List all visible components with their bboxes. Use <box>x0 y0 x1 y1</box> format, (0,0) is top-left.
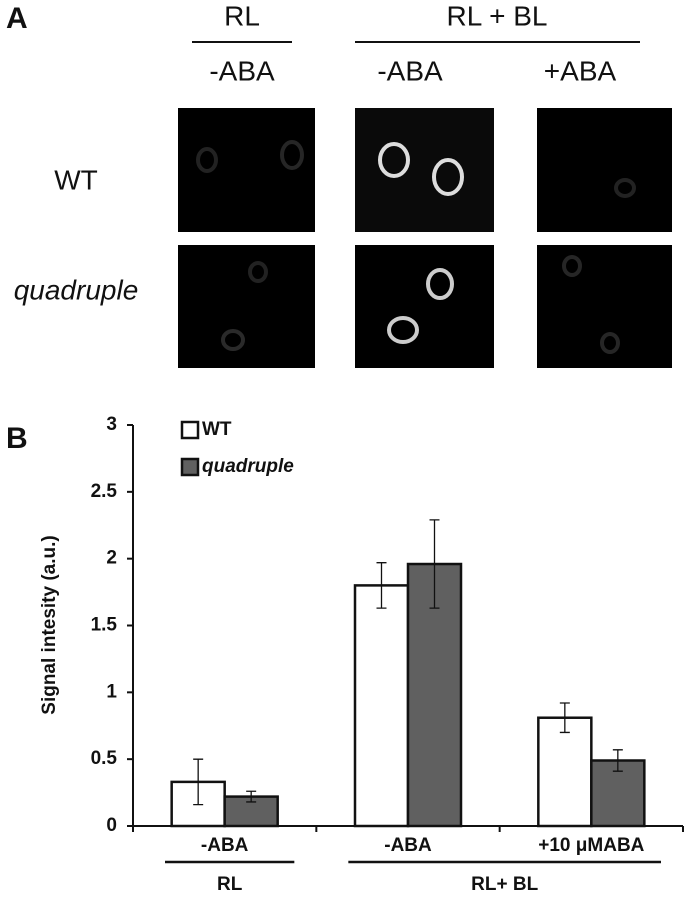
y-tick-label: 0.5 <box>91 748 118 769</box>
column-group: RL <box>224 0 260 31</box>
image <box>178 245 315 368</box>
stomata <box>196 140 636 354</box>
error-bar <box>612 749 623 772</box>
micrographs <box>178 108 672 368</box>
column-header: -ABA <box>209 55 275 86</box>
row-label: WT <box>54 164 98 195</box>
bar <box>353 584 410 828</box>
legend-label: quadruple <box>202 456 294 477</box>
panel-label: A <box>6 2 28 35</box>
bar-chart: 0 0.5 1 1.5 2 2.5 3 -ABA -ABA +10 μMABA RL RL+ BL WT… <box>91 414 684 895</box>
panel-label: B <box>6 422 28 455</box>
x-tick-label: -ABA <box>201 835 249 856</box>
error-bar <box>246 790 257 803</box>
row-label: quadruple <box>14 274 139 305</box>
y-tick-label: 2.5 <box>91 481 118 502</box>
column-group: RL + BL <box>447 0 548 31</box>
image <box>537 108 672 232</box>
x-tick-label: +10 μMABA <box>538 835 644 856</box>
column-header: +ABA <box>544 55 617 86</box>
error-bar <box>429 519 440 609</box>
y-tick-label: 1 <box>106 681 117 702</box>
y-tick-label: 1.5 <box>91 615 118 636</box>
legend-swatch <box>180 457 200 477</box>
legend-swatch <box>180 420 200 440</box>
bar <box>537 716 593 828</box>
image <box>355 108 494 232</box>
error-bar <box>193 758 204 806</box>
image <box>355 245 494 368</box>
image <box>178 108 315 232</box>
group-label: RL <box>217 874 243 895</box>
y-axis-label: Signal intesity (a.u.) <box>39 535 60 714</box>
x-tick-label: -ABA <box>384 835 432 856</box>
group-label: RL+ BL <box>471 874 538 895</box>
error-bar <box>376 562 387 609</box>
y-tick-label: 0 <box>106 815 117 836</box>
y-tick-label: 2 <box>106 548 117 569</box>
y-tick-label: 3 <box>106 414 117 435</box>
column-header: -ABA <box>377 55 443 86</box>
legend-label: WT <box>202 419 232 440</box>
error-bar <box>559 702 570 734</box>
